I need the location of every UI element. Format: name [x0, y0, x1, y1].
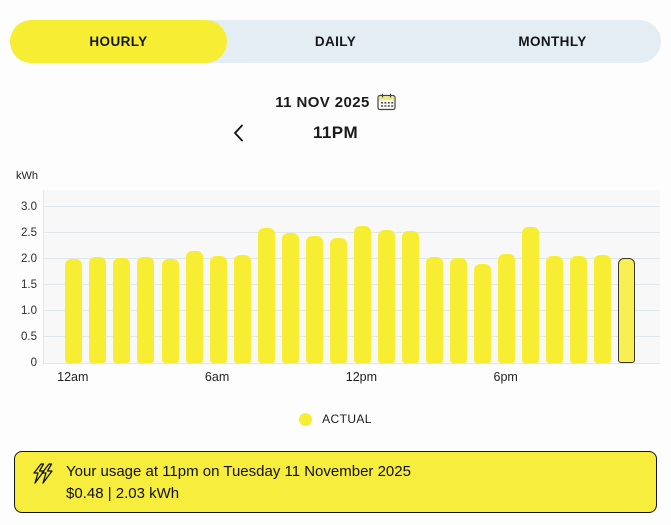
bar-7pm[interactable]	[522, 227, 540, 363]
gridline	[44, 284, 660, 286]
gridline	[44, 310, 660, 312]
period-tabbar: HOURLY DAILY MONTHLY	[10, 20, 661, 63]
chevron-left-icon	[233, 124, 243, 142]
bar-9pm[interactable]	[570, 256, 588, 363]
bar-8pm[interactable]	[546, 256, 564, 363]
bar-11am[interactable]	[329, 237, 347, 363]
bar-10pm[interactable]	[594, 255, 612, 363]
bar-12am[interactable]	[65, 258, 83, 363]
y-tick-label: 2.0	[21, 253, 37, 266]
x-tick-label: 12am	[57, 370, 89, 384]
tab-monthly[interactable]: MONTHLY	[444, 20, 661, 63]
y-tick-label: 1.0	[21, 305, 37, 318]
y-tick-label: 0	[30, 357, 37, 369]
bar-2pm[interactable]	[402, 230, 419, 363]
bar-1am[interactable]	[89, 257, 107, 363]
legend-actual-swatch	[299, 412, 313, 426]
date-label[interactable]: 11 NOV 2025	[275, 93, 370, 111]
y-tick-label: 2.5	[21, 227, 37, 240]
prev-hour-button[interactable]	[226, 121, 250, 145]
usage-summary-cost-line: $0.48 | 2.03 kWh	[66, 485, 180, 502]
legend: ACTUAL	[0, 412, 671, 426]
bar-5am[interactable]	[185, 250, 203, 363]
x-tick-label: 12pm	[345, 370, 378, 384]
usage-summary-line1: Your usage at 11pm on Tuesday 11 Novembe…	[66, 463, 411, 480]
plot-area	[43, 190, 660, 364]
usage-bar-chart: kWh 0 0.5 1.0 1.5 2.0 2.5 3.0 12am 6am 12pm 6pm	[0, 168, 671, 408]
bar-5pm[interactable]	[474, 263, 492, 363]
usage-summary-text: Your usage at 11pm on Tuesday 11 Novembe…	[66, 461, 411, 503]
bar-8am[interactable]	[257, 228, 275, 363]
gridline	[44, 232, 660, 234]
y-axis-unit-label: kWh	[16, 170, 38, 182]
bar-4am[interactable]	[161, 258, 179, 363]
legend-actual-label: ACTUAL	[322, 412, 372, 426]
bar-6am[interactable]	[209, 256, 227, 363]
bar-9am[interactable]	[281, 233, 299, 363]
bar-11pm[interactable]	[618, 257, 636, 363]
calendar-icon[interactable]	[377, 93, 396, 111]
bar-3am[interactable]	[137, 257, 155, 363]
selected-hour-label: 11PM	[312, 123, 359, 142]
x-tick-label: 6am	[204, 370, 230, 384]
bar-10am[interactable]	[305, 235, 323, 363]
y-tick-label: 3.0	[21, 201, 37, 214]
gridline	[44, 336, 660, 338]
gridline	[44, 258, 660, 260]
tab-hourly[interactable]: HOURLY	[10, 20, 227, 63]
y-tick-label: 0.5	[21, 331, 37, 344]
bar-2am[interactable]	[113, 258, 131, 363]
hour-selector: 11PM	[0, 120, 671, 146]
date-selector: 11 NOV 2025	[0, 93, 671, 111]
gridline	[44, 206, 660, 208]
x-tick-label: 6pm	[493, 370, 518, 384]
bar-1pm[interactable]	[377, 229, 395, 363]
bar-6pm[interactable]	[498, 253, 516, 363]
tab-daily[interactable]: DAILY	[227, 20, 444, 63]
usage-summary-banner: Your usage at 11pm on Tuesday 11 Novembe…	[14, 451, 657, 513]
lightning-bolts-icon	[29, 463, 56, 503]
bar-3pm[interactable]	[426, 256, 444, 363]
bar-12pm[interactable]	[353, 225, 371, 363]
y-tick-label: 1.5	[21, 279, 37, 292]
bar-7am[interactable]	[233, 254, 251, 363]
bar-4pm[interactable]	[450, 257, 468, 363]
